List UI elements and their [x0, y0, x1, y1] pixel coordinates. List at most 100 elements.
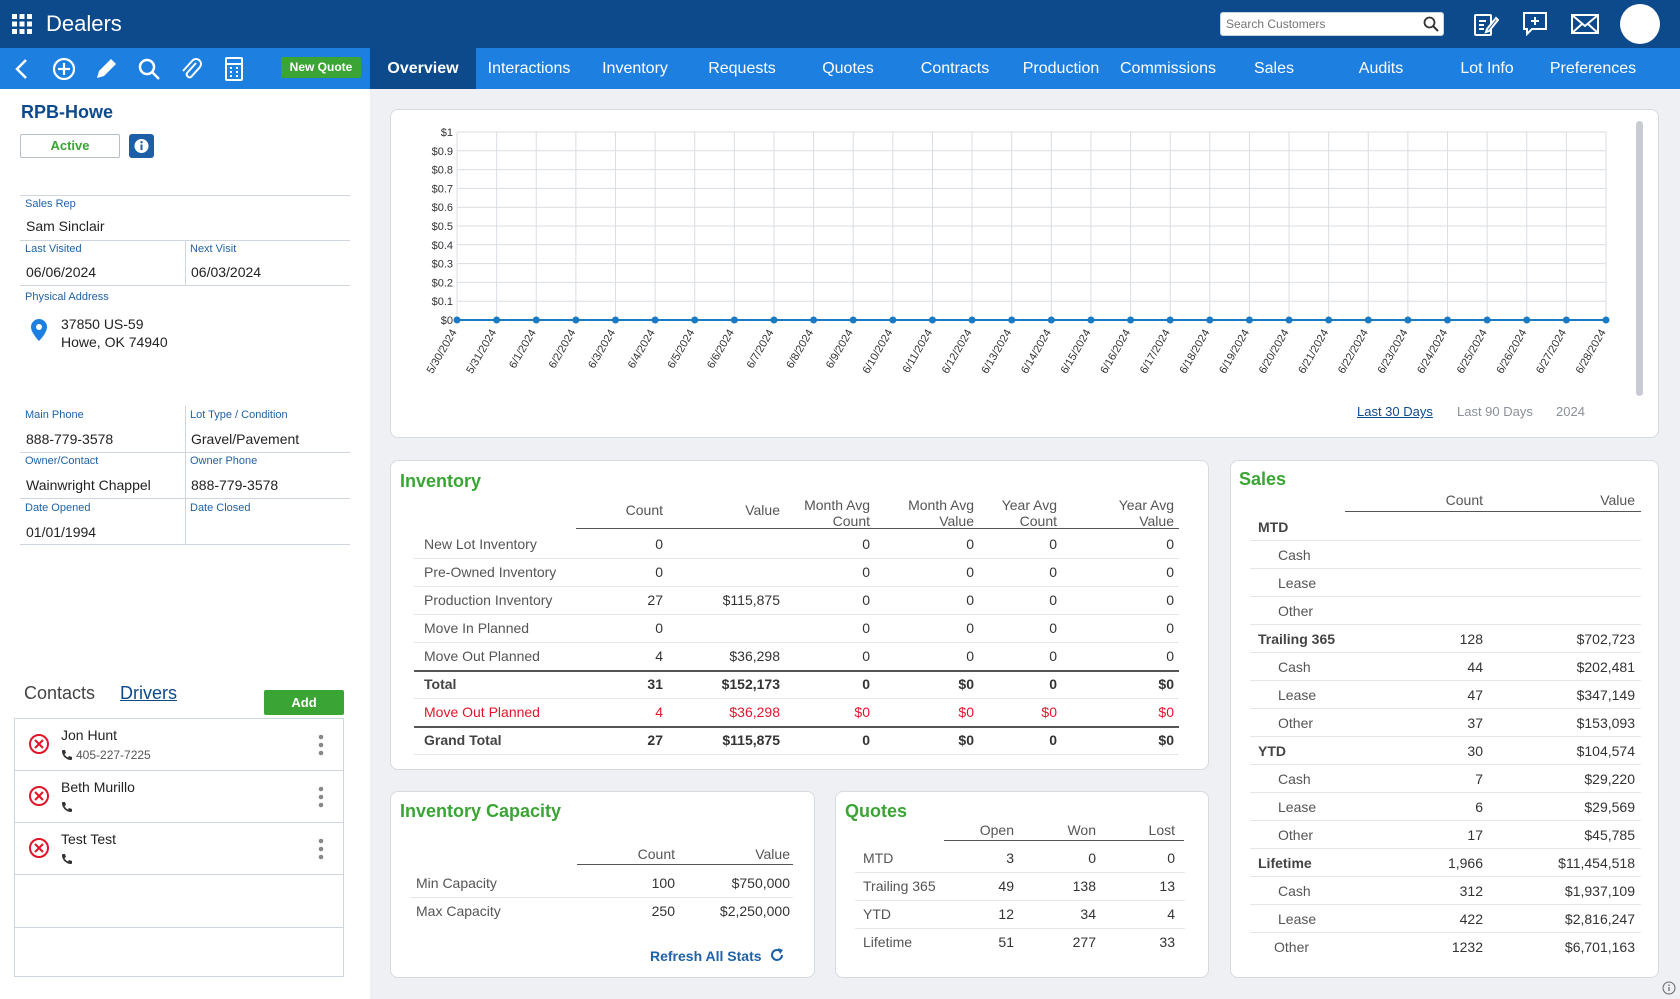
table-cell: 0	[1166, 536, 1174, 552]
table-cell: 33	[1159, 934, 1175, 950]
drivers-tab[interactable]: Drivers	[120, 683, 177, 703]
tab-preferences[interactable]: Preferences	[1549, 60, 1637, 77]
add-comment-icon[interactable]	[1522, 10, 1548, 36]
app-grid-icon[interactable]	[12, 14, 32, 34]
table-cell: $0	[1158, 704, 1174, 720]
table-cell: 0	[966, 648, 974, 664]
contact-name: Jon Hunt	[61, 727, 118, 743]
table-cell: $11,454,518	[1558, 855, 1635, 871]
new-quote-button[interactable]: New Quote	[281, 57, 361, 78]
y-tick-label: $0.9	[432, 146, 453, 158]
table-cell: 30	[1467, 743, 1483, 759]
row-divider	[414, 754, 1179, 755]
list-item[interactable]: Jon Hunt 405-227-7225	[15, 719, 343, 771]
list-item[interactable]: Beth Murillo	[15, 771, 343, 823]
chart-scrollbar[interactable]	[1636, 121, 1643, 396]
avatar[interactable]	[1620, 4, 1660, 44]
phone-icon	[61, 801, 73, 813]
table-cell: 49	[998, 878, 1014, 894]
table-cell: 44	[1467, 659, 1483, 675]
refresh-stats-link[interactable]: Refresh All Stats	[650, 947, 785, 964]
map-pin-icon[interactable]	[29, 318, 49, 342]
tab-inventory[interactable]: Inventory	[602, 60, 668, 77]
table-cell: 128	[1459, 631, 1483, 647]
y-tick-label: $0.4	[432, 240, 453, 252]
table-cell: $6,701,163	[1564, 939, 1635, 955]
x-tick-label: 6/13/2024	[979, 328, 1014, 376]
tab-quotes[interactable]: Quotes	[822, 60, 874, 77]
data-point	[453, 316, 461, 324]
table-row: MTD 3 0 0	[855, 844, 1185, 872]
row-divider	[1250, 540, 1641, 541]
info-button[interactable]	[129, 134, 154, 158]
header-rule	[576, 528, 1179, 529]
paperclip-icon[interactable]	[178, 56, 204, 82]
row-divider	[1250, 708, 1641, 709]
table-cell: $2,250,000	[719, 903, 790, 919]
table-cell: $0	[854, 704, 870, 720]
calculator-icon[interactable]	[221, 56, 247, 82]
range-last-30-days[interactable]: Last 30 Days	[1357, 404, 1433, 419]
row-divider	[1250, 568, 1641, 569]
y-tick-label: $0.8	[432, 165, 453, 177]
tab-production[interactable]: Production	[1022, 60, 1100, 77]
table-cell: 0	[1049, 648, 1057, 664]
tab-sales[interactable]: Sales	[1253, 60, 1295, 77]
more-vertical-icon[interactable]	[318, 734, 324, 756]
range-last-90-days[interactable]: Last 90 Days	[1457, 404, 1533, 419]
table-row: Move Out Planned 4 $36,298 $0 $0 $0 $0	[414, 698, 1179, 726]
search-icon[interactable]	[136, 56, 162, 82]
remove-icon[interactable]	[28, 837, 50, 859]
tab-commissions[interactable]: Commissions	[1119, 60, 1216, 77]
status-badge[interactable]: Active	[20, 134, 120, 158]
notes-edit-icon[interactable]	[1473, 11, 1499, 37]
info-icon[interactable]	[1662, 981, 1676, 995]
table-cell: 6	[1475, 799, 1483, 815]
remove-icon[interactable]	[28, 785, 50, 807]
owner-phone-label: Owner Phone	[190, 455, 258, 467]
table-row: Total 31 $152,173 0 $0 0 $0	[414, 670, 1179, 698]
table-cell: 0	[1049, 564, 1057, 580]
list-item[interactable]: Test Test	[15, 823, 343, 875]
remove-icon[interactable]	[28, 733, 50, 755]
more-vertical-icon[interactable]	[318, 838, 324, 860]
tab-contracts[interactable]: Contracts	[920, 60, 990, 77]
header-rule	[944, 840, 1184, 841]
add-contact-button[interactable]: Add	[264, 690, 344, 715]
table-cell: $153,093	[1576, 715, 1635, 731]
add-circle-icon[interactable]	[51, 56, 77, 82]
table-row: New Lot Inventory 0 0 0 0 0	[414, 530, 1179, 558]
mail-icon[interactable]	[1571, 13, 1599, 35]
table-cell: 0	[862, 676, 870, 692]
table-cell: 0	[1049, 592, 1057, 608]
column-header: Value	[755, 846, 790, 862]
table-cell: 0	[1167, 850, 1175, 866]
row-label: YTD	[1258, 743, 1286, 759]
search-box[interactable]	[1220, 12, 1444, 36]
table-cell: 27	[647, 592, 663, 608]
table-cell: 0	[1049, 536, 1057, 552]
table-cell: 0	[862, 564, 870, 580]
more-vertical-icon[interactable]	[318, 786, 324, 808]
tab-lot-info[interactable]: Lot Info	[1460, 60, 1514, 77]
row-divider	[1250, 652, 1641, 653]
table-row: Move In Planned 0 0 0 0 0	[414, 614, 1179, 642]
table-row: Trailing 365 128 $702,723	[1250, 625, 1641, 653]
data-point	[1285, 316, 1293, 324]
tab-requests[interactable]: Requests	[708, 60, 776, 77]
contacts-tab[interactable]: Contacts	[24, 683, 96, 703]
tab-interactions[interactable]: Interactions	[487, 60, 571, 77]
x-tick-label: 6/5/2024	[666, 328, 698, 371]
tab-overview[interactable]: Overview	[370, 48, 476, 89]
back-icon[interactable]	[10, 56, 36, 82]
row-label: Lease	[1278, 799, 1317, 815]
search-icon[interactable]	[1423, 16, 1439, 32]
table-row: Pre-Owned Inventory 0 0 0 0 0	[414, 558, 1179, 586]
search-input[interactable]	[1226, 14, 1416, 34]
row-label: Move Out Planned	[424, 648, 540, 664]
tab-audits[interactable]: Audits	[1358, 60, 1404, 77]
pencil-icon[interactable]	[93, 56, 119, 82]
sales-rep-value: Sam Sinclair	[26, 218, 105, 234]
range-2024[interactable]: 2024	[1556, 404, 1585, 419]
table-cell: 17	[1467, 827, 1483, 843]
